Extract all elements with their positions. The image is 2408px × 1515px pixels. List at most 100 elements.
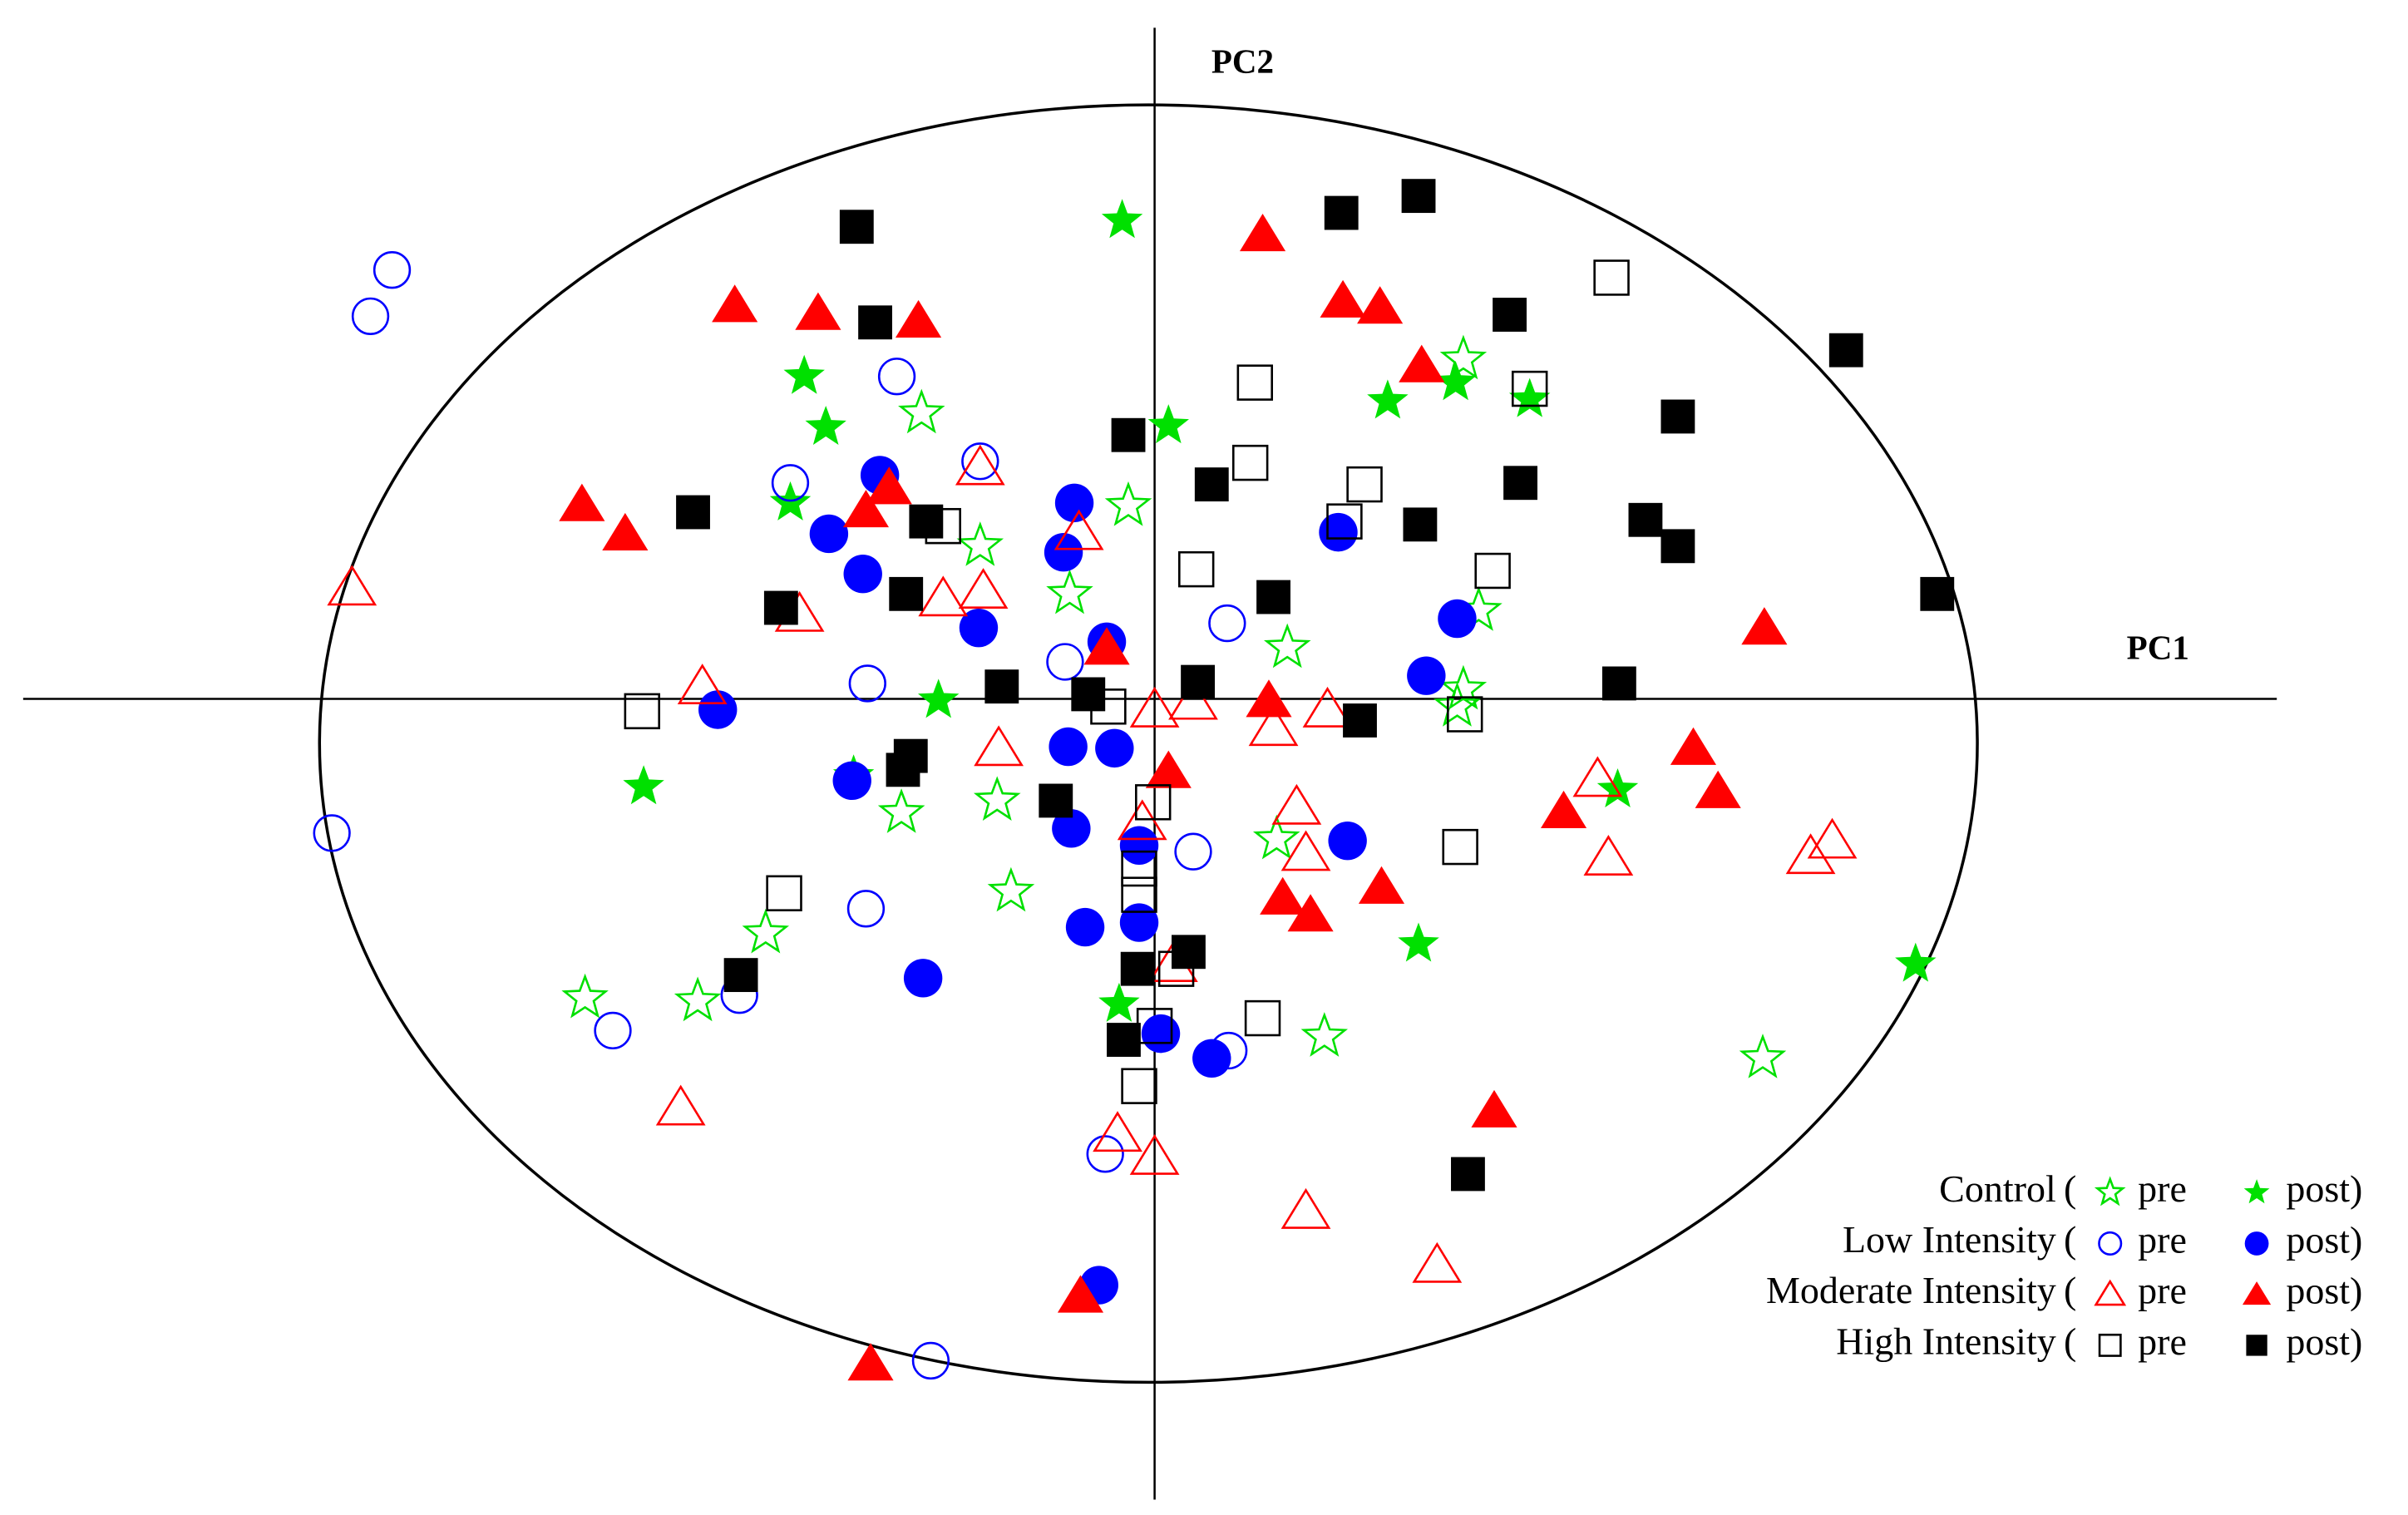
legend-series-name: post — [2286, 1218, 2350, 1261]
data-point — [918, 679, 960, 718]
data-point — [1054, 483, 1094, 523]
legend-symbol — [2244, 1231, 2269, 1256]
data-point — [1357, 286, 1404, 324]
data-point — [1670, 727, 1717, 765]
data-point — [903, 959, 943, 998]
data-point — [877, 358, 916, 396]
data-point — [809, 514, 849, 554]
data-point — [1120, 951, 1155, 986]
data-point — [911, 1341, 950, 1380]
data-point — [1071, 677, 1106, 712]
data-point — [1807, 817, 1858, 859]
data-point — [1121, 876, 1157, 913]
data-point — [1083, 627, 1130, 665]
data-point — [1135, 784, 1172, 821]
data-point — [1660, 399, 1695, 434]
data-point — [763, 590, 798, 625]
legend-bracket: ( — [2064, 1218, 2076, 1261]
data-point — [559, 483, 605, 521]
legend-entry: pre — [2138, 1269, 2187, 1311]
data-point — [1260, 876, 1306, 915]
data-point — [955, 444, 1005, 486]
data-point — [839, 210, 874, 244]
data-point — [1324, 195, 1359, 230]
data-point — [676, 495, 710, 530]
data-point — [1540, 790, 1587, 828]
data-point — [1660, 529, 1695, 564]
data-point — [1596, 768, 1639, 807]
data-point — [846, 890, 886, 928]
data-point — [1141, 1014, 1181, 1054]
data-point — [1057, 1275, 1104, 1313]
data-point — [1174, 832, 1212, 871]
data-point — [313, 814, 351, 852]
legend-symbol — [2243, 1179, 2270, 1204]
data-point — [1129, 686, 1180, 728]
data-point — [1263, 623, 1311, 669]
data-point — [958, 568, 1009, 609]
data-point — [895, 299, 942, 338]
data-point — [1407, 656, 1446, 695]
data-point — [909, 504, 944, 539]
data-point — [1280, 830, 1331, 871]
legend-entry: pre — [2138, 1218, 2187, 1261]
data-point — [1044, 533, 1083, 572]
data-point — [1434, 361, 1477, 401]
data-point — [783, 354, 825, 394]
data-point — [1231, 444, 1269, 481]
data-point — [1785, 833, 1836, 875]
data-point — [742, 908, 790, 954]
data-point — [766, 875, 802, 911]
data-point — [1442, 828, 1478, 866]
data-point — [1086, 1135, 1124, 1173]
data-point — [1121, 1068, 1157, 1104]
legend-bracket: ) — [2350, 1269, 2362, 1311]
data-point — [1828, 333, 1863, 368]
axes: PC1 PC2 — [22, 27, 2277, 1500]
data-point — [623, 765, 664, 805]
legend-label: High Intensity — [1836, 1320, 2055, 1362]
data-point — [843, 555, 882, 594]
data-point — [832, 761, 871, 801]
data-point — [1107, 1023, 1141, 1057]
data-point — [1572, 756, 1623, 797]
data-point — [373, 251, 412, 289]
legend-label: Control — [1939, 1167, 2056, 1210]
data-point — [1054, 509, 1104, 550]
legend-symbol — [2094, 1279, 2127, 1306]
legend-series-name: pre — [2138, 1167, 2187, 1210]
data-point — [1628, 502, 1663, 537]
data-point — [1239, 213, 1286, 252]
data-point — [1111, 417, 1146, 452]
data-point — [1256, 580, 1290, 614]
legend-bracket: ) — [2350, 1320, 2362, 1362]
data-point — [624, 693, 660, 730]
data-point — [1252, 814, 1300, 860]
data-point — [877, 788, 925, 833]
data-point — [1358, 866, 1405, 904]
data-point — [1119, 903, 1159, 942]
data-point — [1039, 783, 1073, 818]
data-point — [1049, 727, 1088, 767]
data-point — [674, 976, 722, 1022]
data-point — [1447, 696, 1483, 733]
legend-series-name: post — [2286, 1167, 2350, 1210]
data-point — [1920, 576, 1955, 611]
data-point — [842, 490, 890, 528]
legend-entry: pre — [2138, 1167, 2187, 1210]
legend-label: Low Intensity — [1843, 1218, 2056, 1261]
data-point — [1401, 179, 1436, 214]
data-point — [847, 1343, 894, 1381]
data-point — [1119, 826, 1159, 865]
data-point — [1095, 728, 1134, 768]
data-point — [1280, 1187, 1331, 1229]
confidence-ellipse — [318, 103, 1979, 1384]
data-point — [848, 664, 886, 703]
legend-symbol — [2242, 1281, 2272, 1305]
data-point — [1474, 552, 1511, 590]
data-point — [327, 565, 377, 606]
data-point — [1300, 1012, 1349, 1057]
data-point — [1601, 666, 1636, 701]
